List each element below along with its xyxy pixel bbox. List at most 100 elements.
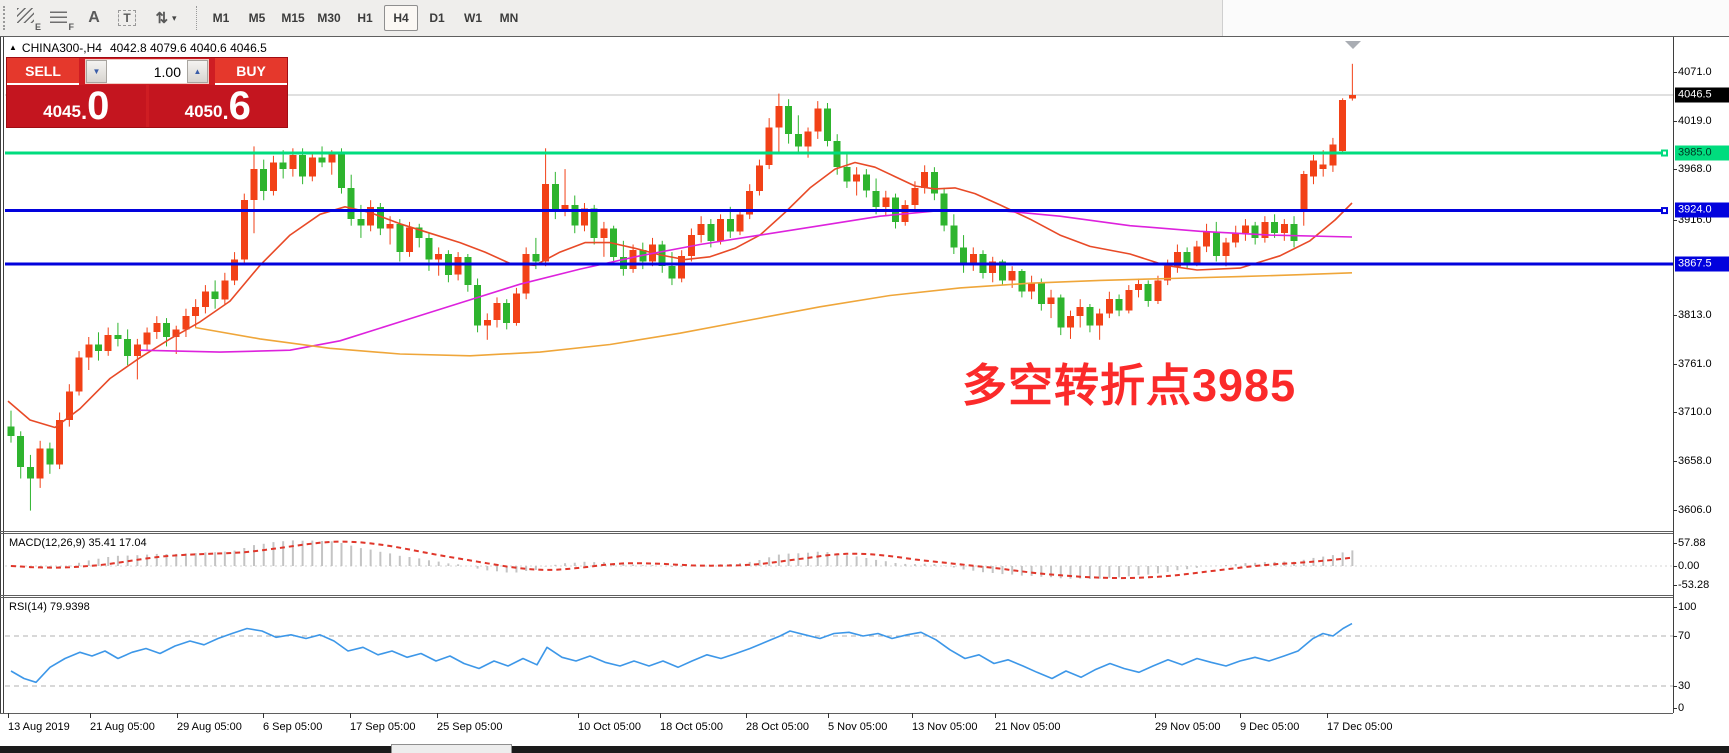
volume-decrease-button[interactable]: ▼ xyxy=(86,60,107,83)
sell-price-display[interactable]: 4045 . 0 xyxy=(7,85,146,127)
price-axis-label: 3813.0 xyxy=(1678,309,1712,321)
bottom-window-strip xyxy=(0,744,1729,753)
indicator-axis-label: 30 xyxy=(1678,680,1691,692)
fibonacci-icon[interactable]: F xyxy=(47,4,75,32)
time-axis-label: 29 Aug 05:00 xyxy=(177,721,242,733)
indicator-tick xyxy=(1673,585,1677,586)
ma-medium-magenta xyxy=(139,209,1353,353)
time-tick xyxy=(1327,713,1328,718)
time-axis-label: 9 Dec 05:00 xyxy=(1240,721,1300,733)
dropdown-caret-icon[interactable]: ▾ xyxy=(172,12,177,23)
volume-input[interactable]: 1.00 xyxy=(107,60,187,83)
price-axis-label: 3761.0 xyxy=(1678,358,1712,370)
timeframe-button-M5[interactable]: M5 xyxy=(248,11,266,25)
chart-annotation-text[interactable]: 多空转折点3985 xyxy=(962,360,1297,411)
price-tick xyxy=(1673,220,1677,221)
price-tick xyxy=(1673,510,1677,511)
timeframe-group: M1 M5 M15 M30 H1 H4 D1 W1 MN xyxy=(203,5,527,31)
ma-slow-orange xyxy=(194,272,1353,357)
toolbar: E F A T ⇅ ▾ M1 M5 M15 M30 H1 H4 D1 W1 MN xyxy=(0,0,1222,37)
price-axis-label: 4019.0 xyxy=(1678,115,1712,127)
indicator-tick xyxy=(1673,607,1677,608)
price-tick xyxy=(1673,412,1677,413)
time-tick xyxy=(1240,713,1241,718)
buy-price-decimal: 6 xyxy=(228,84,251,128)
time-tick xyxy=(263,713,264,718)
indicator-tick xyxy=(1673,708,1677,709)
time-axis-label: 13 Aug 2019 xyxy=(8,721,70,733)
timeframe-button-M15[interactable]: M15 xyxy=(281,11,305,25)
rsi-line xyxy=(10,622,1353,684)
buy-button[interactable]: BUY xyxy=(215,58,287,85)
macd-rsi-separator-1[interactable] xyxy=(0,595,1673,596)
one-click-trading-panel: SELL ▼ 1.00 ▲ BUY 4045 . 0 4050 . 6 xyxy=(6,57,288,128)
time-tick xyxy=(995,713,996,718)
equidistant-channel-icon[interactable]: E xyxy=(14,4,42,32)
indicator-tick xyxy=(1673,566,1677,567)
bottom-tab[interactable] xyxy=(391,744,512,753)
indicator-tick xyxy=(1673,686,1677,687)
indicator-axis-label: 0.00 xyxy=(1678,560,1700,572)
volume-increase-button[interactable]: ▲ xyxy=(187,60,208,83)
rsi-label: RSI(14) 79.9398 xyxy=(9,601,90,613)
time-tick xyxy=(660,713,661,718)
text-label-icon[interactable]: T xyxy=(113,4,141,32)
symbol-header: ▲ CHINA300-,H4 4042.8 4079.6 4040.6 4046.5 xyxy=(9,41,267,55)
sell-button[interactable]: SELL xyxy=(7,58,79,85)
timeframe-button-MN[interactable]: MN xyxy=(499,11,519,25)
text-icon[interactable]: A xyxy=(88,9,100,26)
indicator-axis-label: 57.88 xyxy=(1678,537,1706,549)
time-axis-label: 29 Nov 05:00 xyxy=(1155,721,1221,733)
toolbar-empty-area xyxy=(1222,0,1729,37)
price-tick xyxy=(1673,315,1677,316)
chart-macd-separator-2 xyxy=(0,533,1673,534)
price-tick xyxy=(1673,461,1677,462)
time-axis-label: 28 Oct 05:00 xyxy=(746,721,809,733)
price-axis-label: 3658.0 xyxy=(1678,455,1712,467)
toolbar-drag-handle[interactable] xyxy=(3,6,9,30)
volume-spinner: ▼ 1.00 ▲ xyxy=(85,59,209,84)
timeframe-button-W1[interactable]: W1 xyxy=(464,11,482,25)
frame-left-outer xyxy=(0,37,1,713)
indicator-axis-label: -53.28 xyxy=(1678,579,1710,591)
candlestick-series xyxy=(7,63,1356,511)
current-price-badge: 4046.5 xyxy=(1675,87,1729,103)
time-tick xyxy=(8,713,9,718)
indicator-axis-label: 0 xyxy=(1678,702,1685,714)
resistance-line-3985-handle xyxy=(1661,149,1668,157)
chart-macd-separator-1[interactable] xyxy=(0,531,1673,532)
price-axis-label: 3968.0 xyxy=(1678,163,1712,175)
timeframe-button-M1[interactable]: M1 xyxy=(212,11,230,25)
macd-rsi-separator-2 xyxy=(0,597,1673,598)
price-tick xyxy=(1673,169,1677,170)
arrows-icon[interactable]: ⇅ ▾ xyxy=(155,9,177,27)
time-tick xyxy=(1155,713,1156,718)
time-tick xyxy=(912,713,913,718)
indicator-tick xyxy=(1673,543,1677,544)
timeframe-button-M30[interactable]: M30 xyxy=(317,11,341,25)
time-tick xyxy=(578,713,579,718)
support-line-3924-handle-dot xyxy=(1663,209,1666,213)
timeframe-button-D1[interactable]: D1 xyxy=(429,11,445,25)
time-tick xyxy=(828,713,829,718)
macd-histogram xyxy=(19,540,1354,579)
symbol-title: CHINA300-,H4 xyxy=(21,41,102,55)
drawing-tools-group: E F A T ⇅ ▾ xyxy=(9,4,186,32)
time-axis-label: 18 Oct 05:00 xyxy=(660,721,723,733)
support-line-3924-handle xyxy=(1661,207,1668,215)
buy-price-main: 4050 xyxy=(184,102,223,121)
collapse-arrow-icon[interactable]: ▲ xyxy=(9,43,17,52)
timeframe-button-H1[interactable]: H1 xyxy=(357,11,373,25)
timeframe-button-H4[interactable]: H4 xyxy=(384,5,418,31)
time-axis-label: 17 Sep 05:00 xyxy=(350,721,416,733)
time-tick xyxy=(90,713,91,718)
level-badge-3924: 3924.0 xyxy=(1675,202,1729,218)
time-tick xyxy=(437,713,438,718)
time-axis-label: 21 Aug 05:00 xyxy=(90,721,155,733)
scroll-end-marker-icon xyxy=(1345,41,1361,49)
macd-signal-line xyxy=(10,540,1353,580)
price-axis-label: 3606.0 xyxy=(1678,504,1712,516)
frame-top xyxy=(0,36,1729,37)
buy-price-display[interactable]: 4050 . 6 xyxy=(148,84,287,128)
level-badge-3867: 3867.5 xyxy=(1675,256,1729,272)
